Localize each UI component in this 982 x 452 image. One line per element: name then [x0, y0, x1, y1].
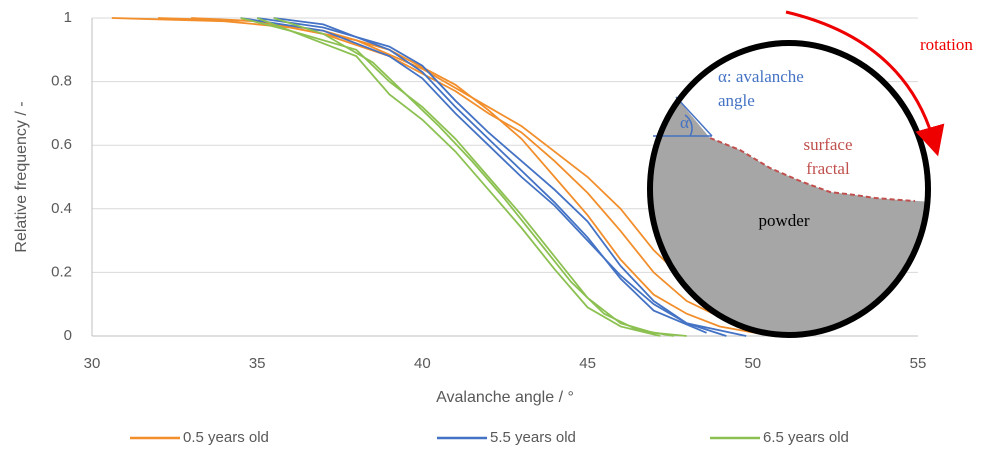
legend-label: 6.5 years old	[763, 429, 849, 446]
x-tick-label: 45	[579, 355, 596, 372]
powder-bed	[650, 97, 928, 335]
legend-label: 0.5 years old	[183, 429, 269, 446]
surface-label: fractal	[806, 159, 850, 178]
rotation-arrow	[785, 10, 945, 157]
alpha-label: angle	[718, 91, 755, 110]
series-line	[240, 17, 687, 337]
x-tick-label: 35	[249, 355, 266, 372]
series-line	[256, 17, 661, 337]
angle-triangle	[653, 96, 713, 137]
x-tick-label: 55	[910, 355, 927, 372]
y-tick-label: 0	[64, 327, 72, 344]
y-tick-label: 0.8	[51, 73, 72, 90]
x-tick-label: 50	[744, 355, 761, 372]
powder-label: powder	[759, 211, 810, 230]
y-tick-label: 0.2	[51, 263, 72, 280]
series-line	[257, 17, 747, 337]
rotation-label: rotation	[920, 35, 973, 54]
series-line	[158, 17, 773, 337]
series-line	[240, 17, 727, 337]
series-line	[273, 17, 707, 334]
alpha-symbol: α	[680, 113, 689, 132]
x-tick-label: 40	[414, 355, 431, 372]
alpha-label: α: avalanche	[718, 67, 804, 86]
drum-outline	[647, 40, 931, 338]
surface-label: surface	[803, 135, 852, 154]
x-axis-title: Avalanche angle / °	[436, 389, 574, 406]
series-line	[191, 17, 773, 334]
series-line	[273, 17, 674, 337]
y-tick-label: 0.4	[51, 200, 72, 217]
inset-diagram: rotation α: avalanche angle α surface fr…	[647, 10, 973, 338]
legend-label: 5.5 years old	[490, 429, 576, 446]
surface-fractal-line	[709, 137, 916, 202]
y-axis-title: Relative frequency / -	[13, 101, 30, 252]
x-tick-label: 30	[84, 355, 101, 372]
y-tick-label: 1	[64, 9, 72, 26]
y-tick-label: 0.6	[51, 136, 72, 153]
